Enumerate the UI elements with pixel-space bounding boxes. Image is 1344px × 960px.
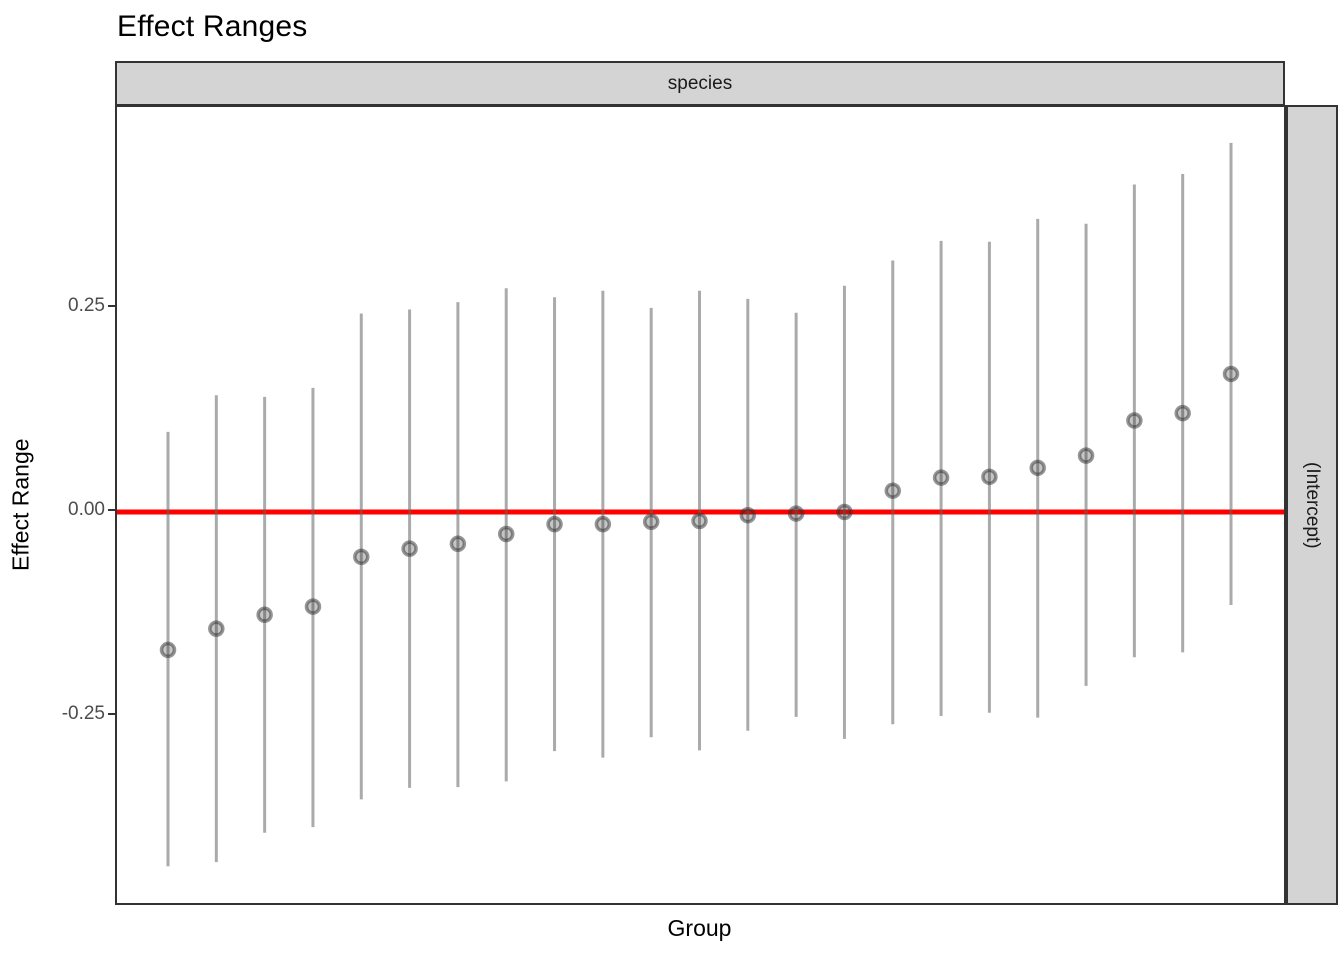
- point-estimate: [739, 506, 757, 524]
- facet-strip-right-label: (Intercept): [1302, 461, 1323, 549]
- point-estimate: [642, 513, 660, 530]
- point-estimate: [1126, 412, 1143, 429]
- y-tick-label: 0.00: [68, 498, 105, 520]
- point-estimate: [1222, 365, 1240, 383]
- point-estimate: [1174, 404, 1191, 422]
- point-estimate: [401, 540, 418, 557]
- y-tick-mark: [108, 713, 116, 716]
- x-axis-title: Group: [667, 915, 732, 941]
- point-estimate: [304, 598, 322, 615]
- chart-title: Effect Ranges: [117, 10, 308, 43]
- plot-panel: [115, 105, 1286, 905]
- y-tick-mark: [108, 508, 116, 511]
- point-estimate: [208, 620, 225, 637]
- point-estimate: [787, 505, 805, 522]
- point-estimate: [353, 548, 370, 566]
- point-estimate: [981, 468, 998, 486]
- point-estimate: [546, 515, 563, 533]
- y-tick-mark: [108, 304, 116, 307]
- facet-strip-top: species: [115, 61, 1285, 106]
- point-estimate: [497, 525, 515, 543]
- point-estimate: [1077, 447, 1095, 464]
- point-estimate: [449, 535, 467, 553]
- point-estimate: [932, 469, 950, 486]
- point-estimate: [256, 606, 273, 624]
- facet-strip-right: (Intercept): [1286, 105, 1338, 905]
- y-axis-title: Effect Range: [7, 438, 34, 572]
- point-estimate: [691, 512, 708, 530]
- point-estimate: [159, 641, 177, 659]
- point-estimate: [594, 515, 612, 533]
- point-estimate: [836, 503, 853, 521]
- y-tick-label: -0.25: [61, 703, 105, 725]
- point-estimate: [1029, 459, 1046, 477]
- facet-strip-top-label: species: [667, 72, 733, 94]
- y-tick-label: 0.25: [68, 294, 105, 316]
- plot-canvas: [117, 142, 1284, 867]
- point-estimate: [884, 482, 902, 499]
